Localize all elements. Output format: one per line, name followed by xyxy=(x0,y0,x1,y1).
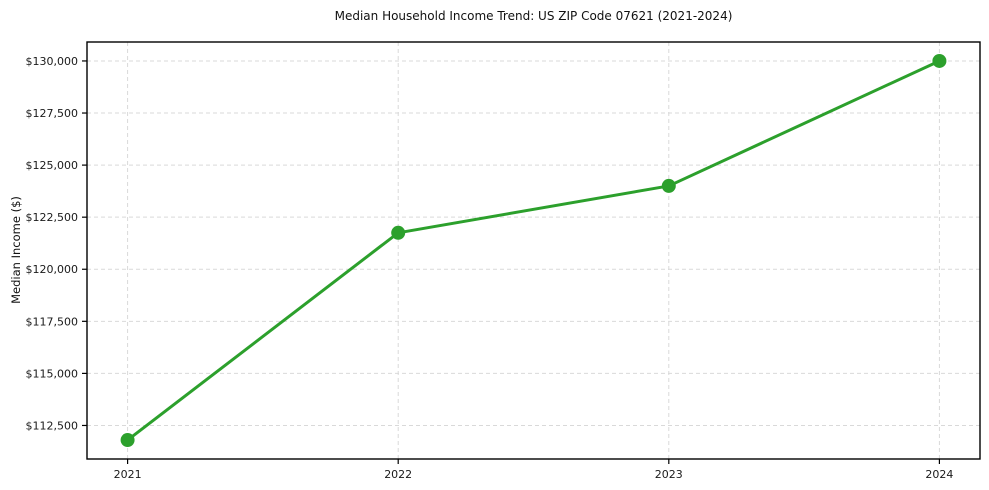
data-point-marker xyxy=(120,433,135,448)
data-point-marker xyxy=(661,178,676,193)
y-tick-label: $127,500 xyxy=(26,107,79,120)
y-tick-label: $125,000 xyxy=(26,159,79,172)
data-point-marker xyxy=(932,53,947,68)
x-tick-label: 2024 xyxy=(925,468,953,481)
trend-line xyxy=(126,59,941,442)
x-tick-label: 2023 xyxy=(655,468,683,481)
x-tick-label: 2022 xyxy=(384,468,412,481)
y-tick-label: $115,000 xyxy=(26,367,79,380)
y-tick-label: $130,000 xyxy=(26,55,79,68)
y-tick-label: $112,500 xyxy=(26,419,79,432)
plot-border xyxy=(86,41,981,460)
data-point-marker xyxy=(391,225,406,240)
y-tick-label: $122,500 xyxy=(26,211,79,224)
x-tick-label: 2021 xyxy=(114,468,142,481)
y-tick-label: $117,500 xyxy=(26,315,79,328)
chart-title: Median Household Income Trend: US ZIP Co… xyxy=(334,9,733,23)
y-tick-label: $120,000 xyxy=(26,263,79,276)
